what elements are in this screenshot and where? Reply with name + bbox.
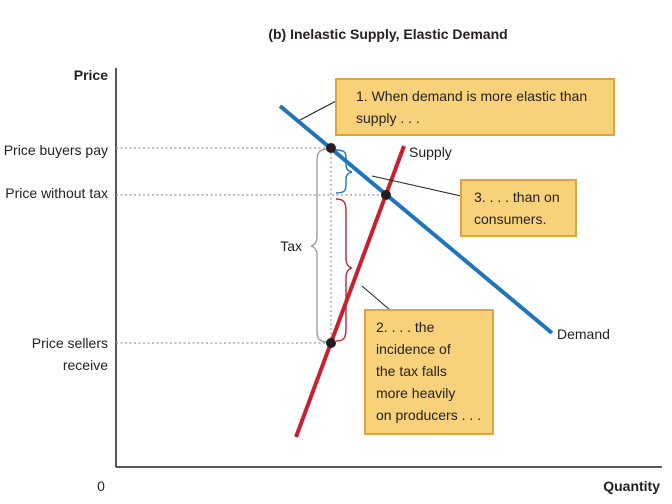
callout-two-line-5: on producers . . . <box>376 407 481 423</box>
callout-one-line-1: 1. When demand is more elastic than <box>356 88 587 104</box>
callout-one-line-2: supply . . . <box>356 110 420 126</box>
supply-label: Supply <box>409 144 452 160</box>
origin-label: 0 <box>97 478 105 494</box>
price-buyers-pay-label: Price buyers pay <box>4 142 108 158</box>
callout-two-line-1: 2. . . . the <box>376 319 435 335</box>
callout-pointers <box>299 100 462 311</box>
callout-two: 2. . . . the incidence of the tax falls … <box>364 309 494 435</box>
callout-two-line-4: more heavily <box>376 385 455 401</box>
callout-two-line-3: the tax falls <box>376 363 447 379</box>
pointer-two <box>361 285 391 311</box>
price-sellers-receive-label-1: Price sellers <box>32 335 108 351</box>
y-axis-label: Price <box>74 67 108 83</box>
pointer-one <box>299 100 337 121</box>
callout-three-line-2: consumers. <box>474 211 546 227</box>
price-without-tax-label: Price without tax <box>5 185 108 201</box>
producer-burden-brace <box>335 198 353 342</box>
buyers-price-point <box>326 143 336 153</box>
callout-one: 1. When demand is more elastic than supp… <box>335 78 615 136</box>
diagram-title: (b) Inelastic Supply, Elastic Demand <box>268 26 507 42</box>
equilibrium-point <box>381 190 391 200</box>
dotted-guides <box>116 147 386 344</box>
price-sellers-receive-label-2: receive <box>63 357 108 373</box>
x-axis-label: Quantity <box>603 478 660 494</box>
consumer-burden-brace <box>335 149 353 194</box>
tax-label: Tax <box>280 238 302 254</box>
callout-two-line-2: incidence of <box>376 341 451 357</box>
demand-curve <box>278 104 554 335</box>
callout-three: 3. . . . than on consumers. <box>460 179 577 237</box>
callout-three-line-1: 3. . . . than on <box>474 189 560 205</box>
tax-brace <box>310 148 330 343</box>
demand-label: Demand <box>557 326 610 342</box>
sellers-price-point <box>326 338 336 348</box>
pointer-three <box>371 175 462 197</box>
